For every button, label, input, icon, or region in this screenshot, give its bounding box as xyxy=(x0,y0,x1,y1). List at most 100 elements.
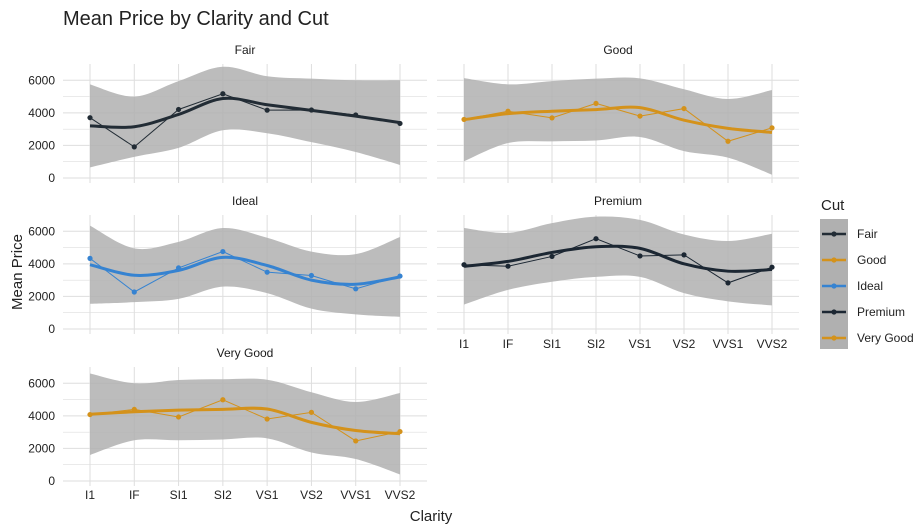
data-point-ideal-vvs2 xyxy=(397,273,403,279)
trend-line-good xyxy=(463,105,773,134)
legend-label-good: Good xyxy=(857,253,886,267)
y-tick-label: 6000 xyxy=(28,224,55,238)
legend-marker-ideal xyxy=(831,283,837,289)
data-point-premium-vs1 xyxy=(637,253,643,259)
data-point-good-vvs1 xyxy=(725,138,731,144)
x-tick-label-si1: SI1 xyxy=(543,337,561,351)
x-tick-label-vvs2: VVS2 xyxy=(757,337,788,351)
legend-title: Cut xyxy=(821,197,845,214)
chart-title: Mean Price by Clarity and Cut xyxy=(63,8,329,30)
x-tick-label-i1: I1 xyxy=(85,488,95,502)
y-tick-label: 2000 xyxy=(28,289,55,303)
data-point-fair-i1 xyxy=(87,115,93,121)
panel-very-good: Very Good 0 2000 4000 6000 xyxy=(28,346,427,488)
data-point-premium-si2 xyxy=(593,236,599,242)
data-point-good-if xyxy=(505,108,511,114)
data-point-premium-vvs2 xyxy=(769,264,775,270)
panel-fair: Fair 0 2000 4000 6000 xyxy=(28,43,427,185)
confidence-band-fair xyxy=(90,66,400,168)
data-point-ideal-vs1 xyxy=(264,269,270,275)
strip-label-good: Good xyxy=(603,43,632,57)
data-point-good-vs2 xyxy=(681,105,687,112)
legend-marker-fair xyxy=(831,231,837,237)
data-point-ideal-vvs1 xyxy=(353,286,359,292)
data-point-fair-vvs2 xyxy=(397,120,403,127)
data-point-ideal-si2 xyxy=(220,248,226,255)
confidence-band-ideal xyxy=(90,225,400,317)
trend-line-very-good xyxy=(89,406,401,436)
trend-line-fair xyxy=(89,96,401,129)
x-tick-label-if: IF xyxy=(503,337,514,351)
y-tick-label: 0 xyxy=(48,322,55,336)
y-tick-label: 2000 xyxy=(28,441,55,455)
data-point-premium-i1 xyxy=(461,262,467,268)
panel-premium: Premium xyxy=(437,194,799,334)
x-tick-label-i1: I1 xyxy=(459,337,469,351)
x-tick-label-if: IF xyxy=(129,488,140,502)
data-point-ideal-si1 xyxy=(175,265,182,271)
data-point-very-good-si2 xyxy=(220,397,226,403)
data-point-fair-vs2 xyxy=(308,107,315,113)
data-point-very-good-vs1 xyxy=(264,416,270,422)
x-tick-label-vvs1: VVS1 xyxy=(713,337,744,351)
x-tick-label-vs2: VS2 xyxy=(300,488,323,502)
y-tick-label: 0 xyxy=(48,171,55,185)
data-point-fair-vvs1 xyxy=(353,112,359,118)
y-tick-label: 6000 xyxy=(28,376,55,390)
panel-ideal: Ideal 0 2000 4000 6000 xyxy=(28,194,427,336)
trend-line-premium xyxy=(463,244,773,273)
confidence-band-good xyxy=(464,77,772,175)
x-tick-label-vs1: VS1 xyxy=(256,488,279,502)
x-tick-label-vs1: VS1 xyxy=(629,337,652,351)
legend-label-ideal: Ideal xyxy=(857,279,883,293)
x-tick-label-vvs1: VVS1 xyxy=(340,488,371,502)
series-line-ideal xyxy=(89,251,401,293)
strip-label-fair: Fair xyxy=(235,43,256,57)
strip-label-ideal: Ideal xyxy=(232,194,258,208)
data-point-good-si2 xyxy=(593,100,599,107)
legend-label-fair: Fair xyxy=(857,227,878,241)
strip-label-very-good: Very Good xyxy=(217,346,274,360)
data-point-good-i1 xyxy=(461,116,467,123)
legend-marker-very-good xyxy=(831,335,837,341)
legend-marker-premium xyxy=(831,309,837,315)
confidence-band-premium xyxy=(464,216,772,306)
x-tick-label-si2: SI2 xyxy=(587,337,605,351)
data-point-fair-if xyxy=(131,144,137,150)
data-point-very-good-si1 xyxy=(175,414,182,420)
data-point-ideal-if xyxy=(131,289,137,295)
y-tick-label: 2000 xyxy=(28,138,55,152)
y-tick-label: 4000 xyxy=(28,106,55,120)
data-point-fair-vs1 xyxy=(264,107,270,113)
data-point-premium-if xyxy=(505,263,511,269)
legend-label-very-good: Very Good xyxy=(857,331,914,345)
confidence-band-very-good xyxy=(90,373,400,475)
x-tick-label-si1: SI1 xyxy=(170,488,188,502)
y-tick-label: 4000 xyxy=(28,257,55,271)
x-tick-label-si2: SI2 xyxy=(214,488,232,502)
data-point-premium-vs2 xyxy=(681,252,687,258)
y-axis-label: Mean Price xyxy=(9,234,26,310)
x-tick-labels: I1 IF SI1 SI2 VS1 VS2 VVS1 VVS2 I1 IF SI1 SI2 VS1 VS2… xyxy=(85,337,788,502)
trend-line-ideal xyxy=(89,255,401,286)
legend-label-premium: Premium xyxy=(857,305,905,319)
y-tick-label: 6000 xyxy=(28,73,55,87)
data-point-very-good-vvs1 xyxy=(353,438,359,444)
x-axis-label: Clarity xyxy=(410,508,453,525)
legend: Cut Fair Good Ideal Premium Very Good xyxy=(820,197,914,349)
data-point-very-good-if xyxy=(131,406,137,413)
y-tick-label: 0 xyxy=(48,474,55,488)
data-point-premium-vvs1 xyxy=(725,280,731,286)
data-point-very-good-vvs2 xyxy=(397,428,403,435)
data-point-fair-si1 xyxy=(175,106,182,113)
data-point-very-good-i1 xyxy=(87,411,93,418)
data-point-ideal-vs2 xyxy=(308,272,315,279)
x-tick-label-vvs2: VVS2 xyxy=(385,488,416,502)
facet-panels: Fair 0 2000 4000 6000 Good Ideal 0 2000 4000 6000 P… xyxy=(28,43,799,488)
x-tick-label-vs2: VS2 xyxy=(673,337,696,351)
data-point-ideal-i1 xyxy=(87,255,93,261)
data-point-very-good-vs2 xyxy=(308,409,315,415)
panel-good: Good xyxy=(437,43,799,183)
data-point-good-si1 xyxy=(549,115,555,121)
data-point-good-vvs2 xyxy=(769,125,775,131)
